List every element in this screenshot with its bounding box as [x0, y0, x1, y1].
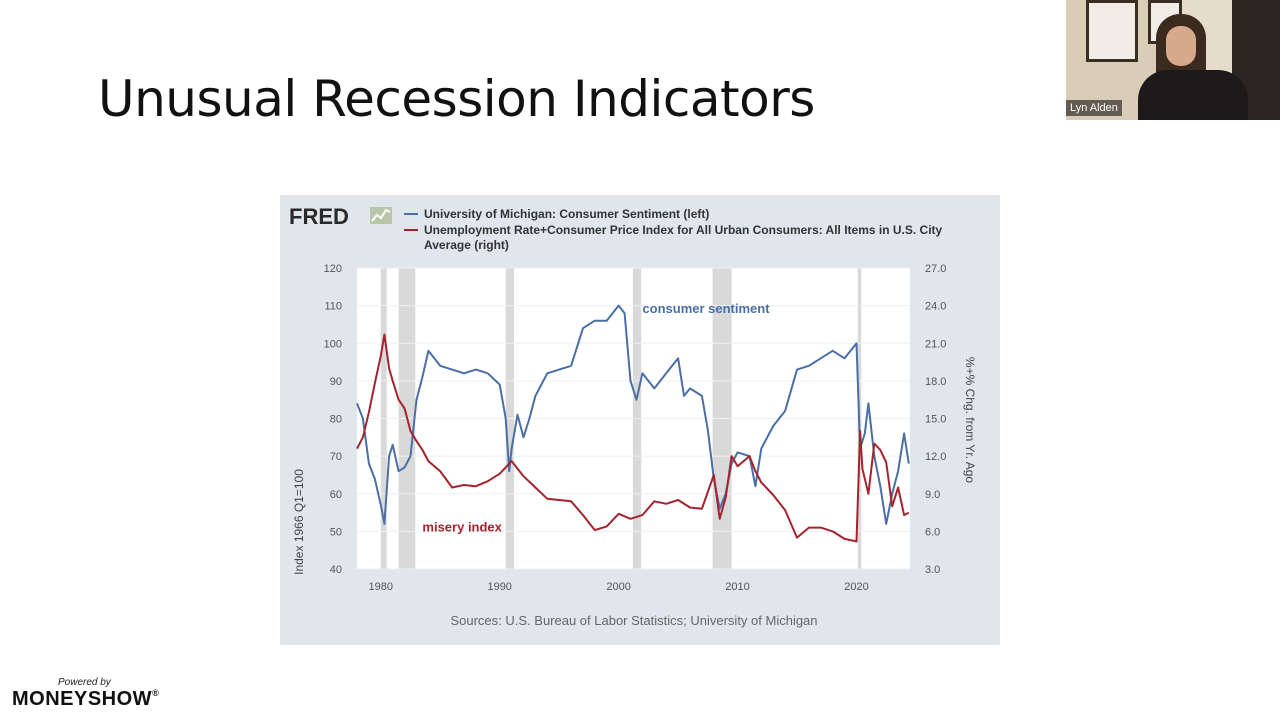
moneyshow-logo: MONEYSHOW®: [12, 688, 159, 711]
moneyshow-logo-text: MONEYSHOW: [12, 688, 153, 710]
y-tick-right-label: 27.0: [925, 263, 946, 275]
y-tick-left-label: 60: [330, 489, 342, 501]
fred-chart-card: 40 50 60 70 80 90 100 110 120 3.0 6.0 9.0 12.0 15.0 18…: [280, 195, 1000, 645]
y-tick-left-label: 50: [330, 526, 342, 538]
y-tick-left-label: 40: [330, 564, 342, 576]
y-tick-right-label: 21.0: [925, 338, 946, 350]
fred-logo-text: FRED: [289, 204, 349, 229]
legend-label-misery-line2: Average (right): [424, 238, 509, 252]
y-tick-right-label: 18.0: [925, 376, 946, 388]
annotation-consumer-sentiment: consumer sentiment: [642, 301, 770, 316]
series-lines: [356, 304, 910, 543]
y-axis-right-label: %+% Chg. from Yr. Ago: [963, 357, 977, 484]
participant-name-tag: Lyn Alden: [1066, 100, 1122, 116]
y-tick-right-label: 6.0: [925, 526, 940, 538]
powered-by-label: Powered by: [58, 677, 111, 688]
y-tick-left-label: 70: [330, 451, 342, 463]
y-tick-right-label: 3.0: [925, 564, 940, 576]
y-tick-left-label: 120: [324, 263, 342, 275]
fred-chart: 40 50 60 70 80 90 100 110 120 3.0 6.0 9.0 12.0 15.0 18…: [289, 204, 977, 628]
annotation-misery-index: misery index: [422, 519, 502, 534]
y-tick-left-label: 110: [324, 301, 342, 313]
y-tick-left-label: 100: [324, 338, 342, 350]
registered-mark: ®: [152, 688, 160, 698]
series-line-misery-index: [356, 333, 910, 543]
chart-source: Sources: U.S. Bureau of Labor Statistics…: [450, 613, 817, 628]
y-tick-right-label: 9.0: [925, 489, 940, 501]
series-line-consumer-sentiment: [356, 304, 910, 525]
x-tick-label: 1980: [369, 581, 393, 593]
y-tick-left-label: 80: [330, 414, 342, 426]
y-axis-left-label: Index 1966 Q1=100: [292, 469, 306, 575]
axis-ticks: 40 50 60 70 80 90 100 110 120 3.0 6.0 9.0 12.0 15.0 18…: [324, 263, 947, 593]
y-tick-right-label: 15.0: [925, 414, 946, 426]
presenter-body: [1138, 70, 1248, 120]
y-tick-left-label: 90: [330, 376, 342, 388]
x-tick-label: 2000: [606, 581, 630, 593]
wall-art: [1086, 0, 1138, 62]
webcam-feed: Lyn Alden: [1066, 0, 1280, 120]
x-tick-label: 1990: [487, 581, 511, 593]
y-tick-right-label: 12.0: [925, 451, 946, 463]
x-tick-label: 2010: [725, 581, 749, 593]
gridlines: [357, 267, 910, 570]
slide-title: Unusual Recession Indicators: [98, 70, 815, 128]
legend-label-sentiment: University of Michigan: Consumer Sentime…: [424, 207, 709, 221]
presenter-face: [1166, 26, 1196, 66]
y-tick-right-label: 24.0: [925, 301, 946, 313]
fred-logo-icon: [370, 207, 392, 224]
legend-label-misery-line1: Unemployment Rate+Consumer Price Index f…: [424, 223, 943, 237]
x-tick-label: 2020: [844, 581, 868, 593]
